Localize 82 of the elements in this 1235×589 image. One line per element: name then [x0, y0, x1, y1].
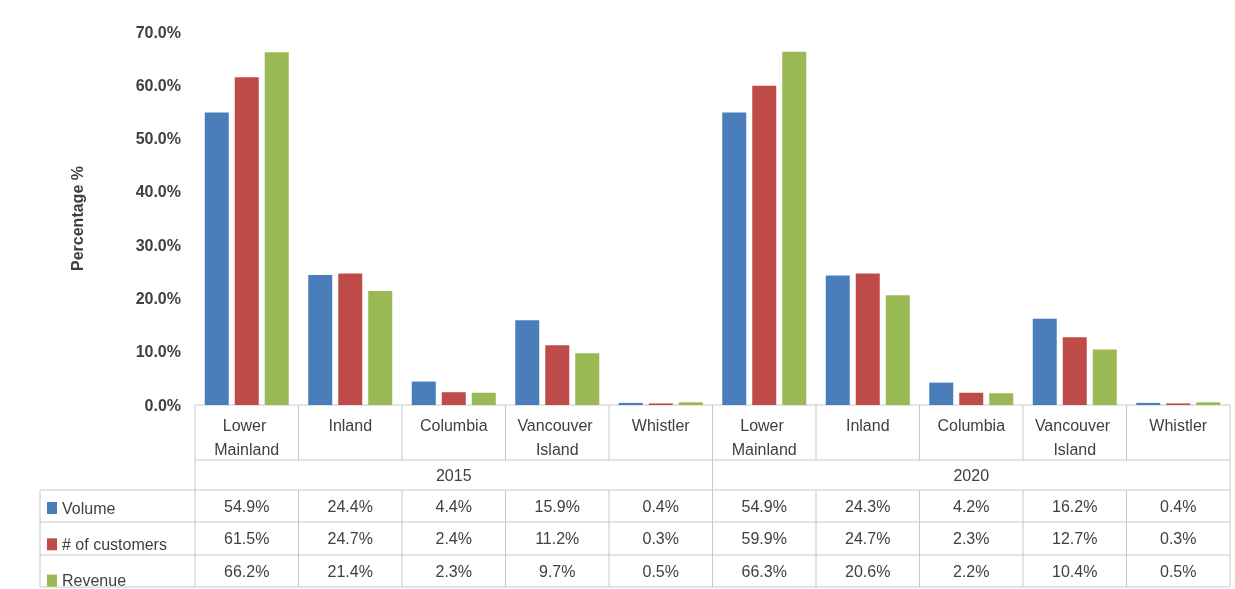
- bar: [308, 274, 333, 405]
- bar: [885, 295, 910, 405]
- y-axis-title: Percentage %: [68, 166, 86, 271]
- data-label: 0.5%: [642, 562, 679, 580]
- x-tick-label: Lower Mainland: [731, 416, 797, 458]
- y-tick-label: 50.0%: [135, 130, 181, 148]
- y-tick-label: 70.0%: [135, 23, 181, 41]
- data-label: 0.5%: [1160, 562, 1197, 580]
- legend-label: Volume: [62, 499, 116, 517]
- bar: [204, 112, 229, 405]
- x-tick-label: Inland: [328, 416, 373, 434]
- bar: [1062, 337, 1087, 405]
- data-label: 4.2%: [953, 497, 990, 515]
- data-label: 21.4%: [327, 562, 373, 580]
- data-label: 2.3%: [435, 562, 472, 580]
- data-label: 0.4%: [1160, 497, 1197, 515]
- data-label: 9.7%: [539, 562, 576, 580]
- x-tick-label: Whistler: [1149, 416, 1208, 434]
- bar: [825, 275, 850, 405]
- bar: [471, 392, 496, 405]
- bar: [782, 51, 807, 405]
- y-tick-label: 10.0%: [135, 343, 181, 361]
- bar: [1196, 402, 1221, 405]
- data-label: 0.4%: [642, 497, 679, 515]
- x-tick-label: Columbia: [937, 416, 1006, 434]
- x-tick-label: Vancouver Island: [517, 416, 598, 458]
- bar: [338, 273, 363, 405]
- bar: [722, 112, 747, 405]
- data-label: 24.4%: [327, 497, 373, 515]
- bar: [1092, 349, 1117, 405]
- legend-label: # of customers: [62, 535, 167, 553]
- text: 2015: [435, 466, 472, 484]
- bar: [575, 353, 600, 405]
- data-label: 16.2%: [1052, 497, 1098, 515]
- x-tick-label: Vancouver Island: [1034, 416, 1115, 458]
- bar: [441, 392, 466, 405]
- bar: [264, 52, 289, 405]
- bar: [515, 320, 540, 405]
- bar: [989, 393, 1014, 405]
- bar: [234, 77, 259, 405]
- bar: [545, 345, 570, 405]
- legend-label: Revenue: [62, 572, 127, 589]
- data-label: 24.7%: [327, 530, 373, 547]
- data-label: 11.2%: [535, 530, 580, 547]
- bar: [618, 402, 643, 405]
- data-label: 0.3%: [642, 530, 679, 547]
- data-label: 10.4%: [1052, 562, 1098, 580]
- y-tick-label: 0.0%: [144, 396, 181, 414]
- bar: [752, 85, 777, 405]
- x-tick-label: Lower Mainland: [214, 416, 280, 458]
- data-label: 59.9%: [741, 530, 787, 547]
- data-label: 0.3%: [1160, 530, 1197, 547]
- data-label: 2.3%: [953, 530, 990, 547]
- x-tick-label: Whistler: [631, 416, 691, 434]
- x-tick-label: Columbia: [419, 416, 488, 434]
- data-label: 4.4%: [435, 497, 472, 515]
- data-label: 2.4%: [435, 530, 472, 547]
- bar: [855, 273, 880, 405]
- bar: [1032, 318, 1057, 405]
- data-label: 61.5%: [224, 530, 270, 547]
- data-label: 54.9%: [741, 497, 787, 515]
- bar: [929, 382, 954, 405]
- data-label: 66.3%: [741, 562, 787, 580]
- y-tick-label: 40.0%: [135, 183, 181, 201]
- data-label: 24.3%: [845, 497, 891, 515]
- bar: [411, 381, 436, 405]
- data-label: 24.7%: [845, 530, 891, 547]
- data-label: 54.9%: [224, 497, 270, 515]
- y-tick-label: 20.0%: [135, 289, 181, 307]
- data-label: 12.7%: [1052, 530, 1098, 547]
- bar: [368, 290, 393, 405]
- bar: [959, 392, 984, 405]
- bar: [678, 402, 703, 405]
- data-label: 20.6%: [845, 562, 891, 580]
- data-label: 15.9%: [534, 497, 580, 515]
- text: 2020: [953, 466, 990, 484]
- x-tick-label: Inland: [845, 416, 890, 434]
- y-tick-label: 60.0%: [135, 76, 181, 94]
- data-label: 66.2%: [224, 562, 270, 580]
- y-tick-label: 30.0%: [135, 236, 181, 254]
- data-label: 2.2%: [953, 562, 990, 580]
- bar: [1136, 402, 1161, 405]
